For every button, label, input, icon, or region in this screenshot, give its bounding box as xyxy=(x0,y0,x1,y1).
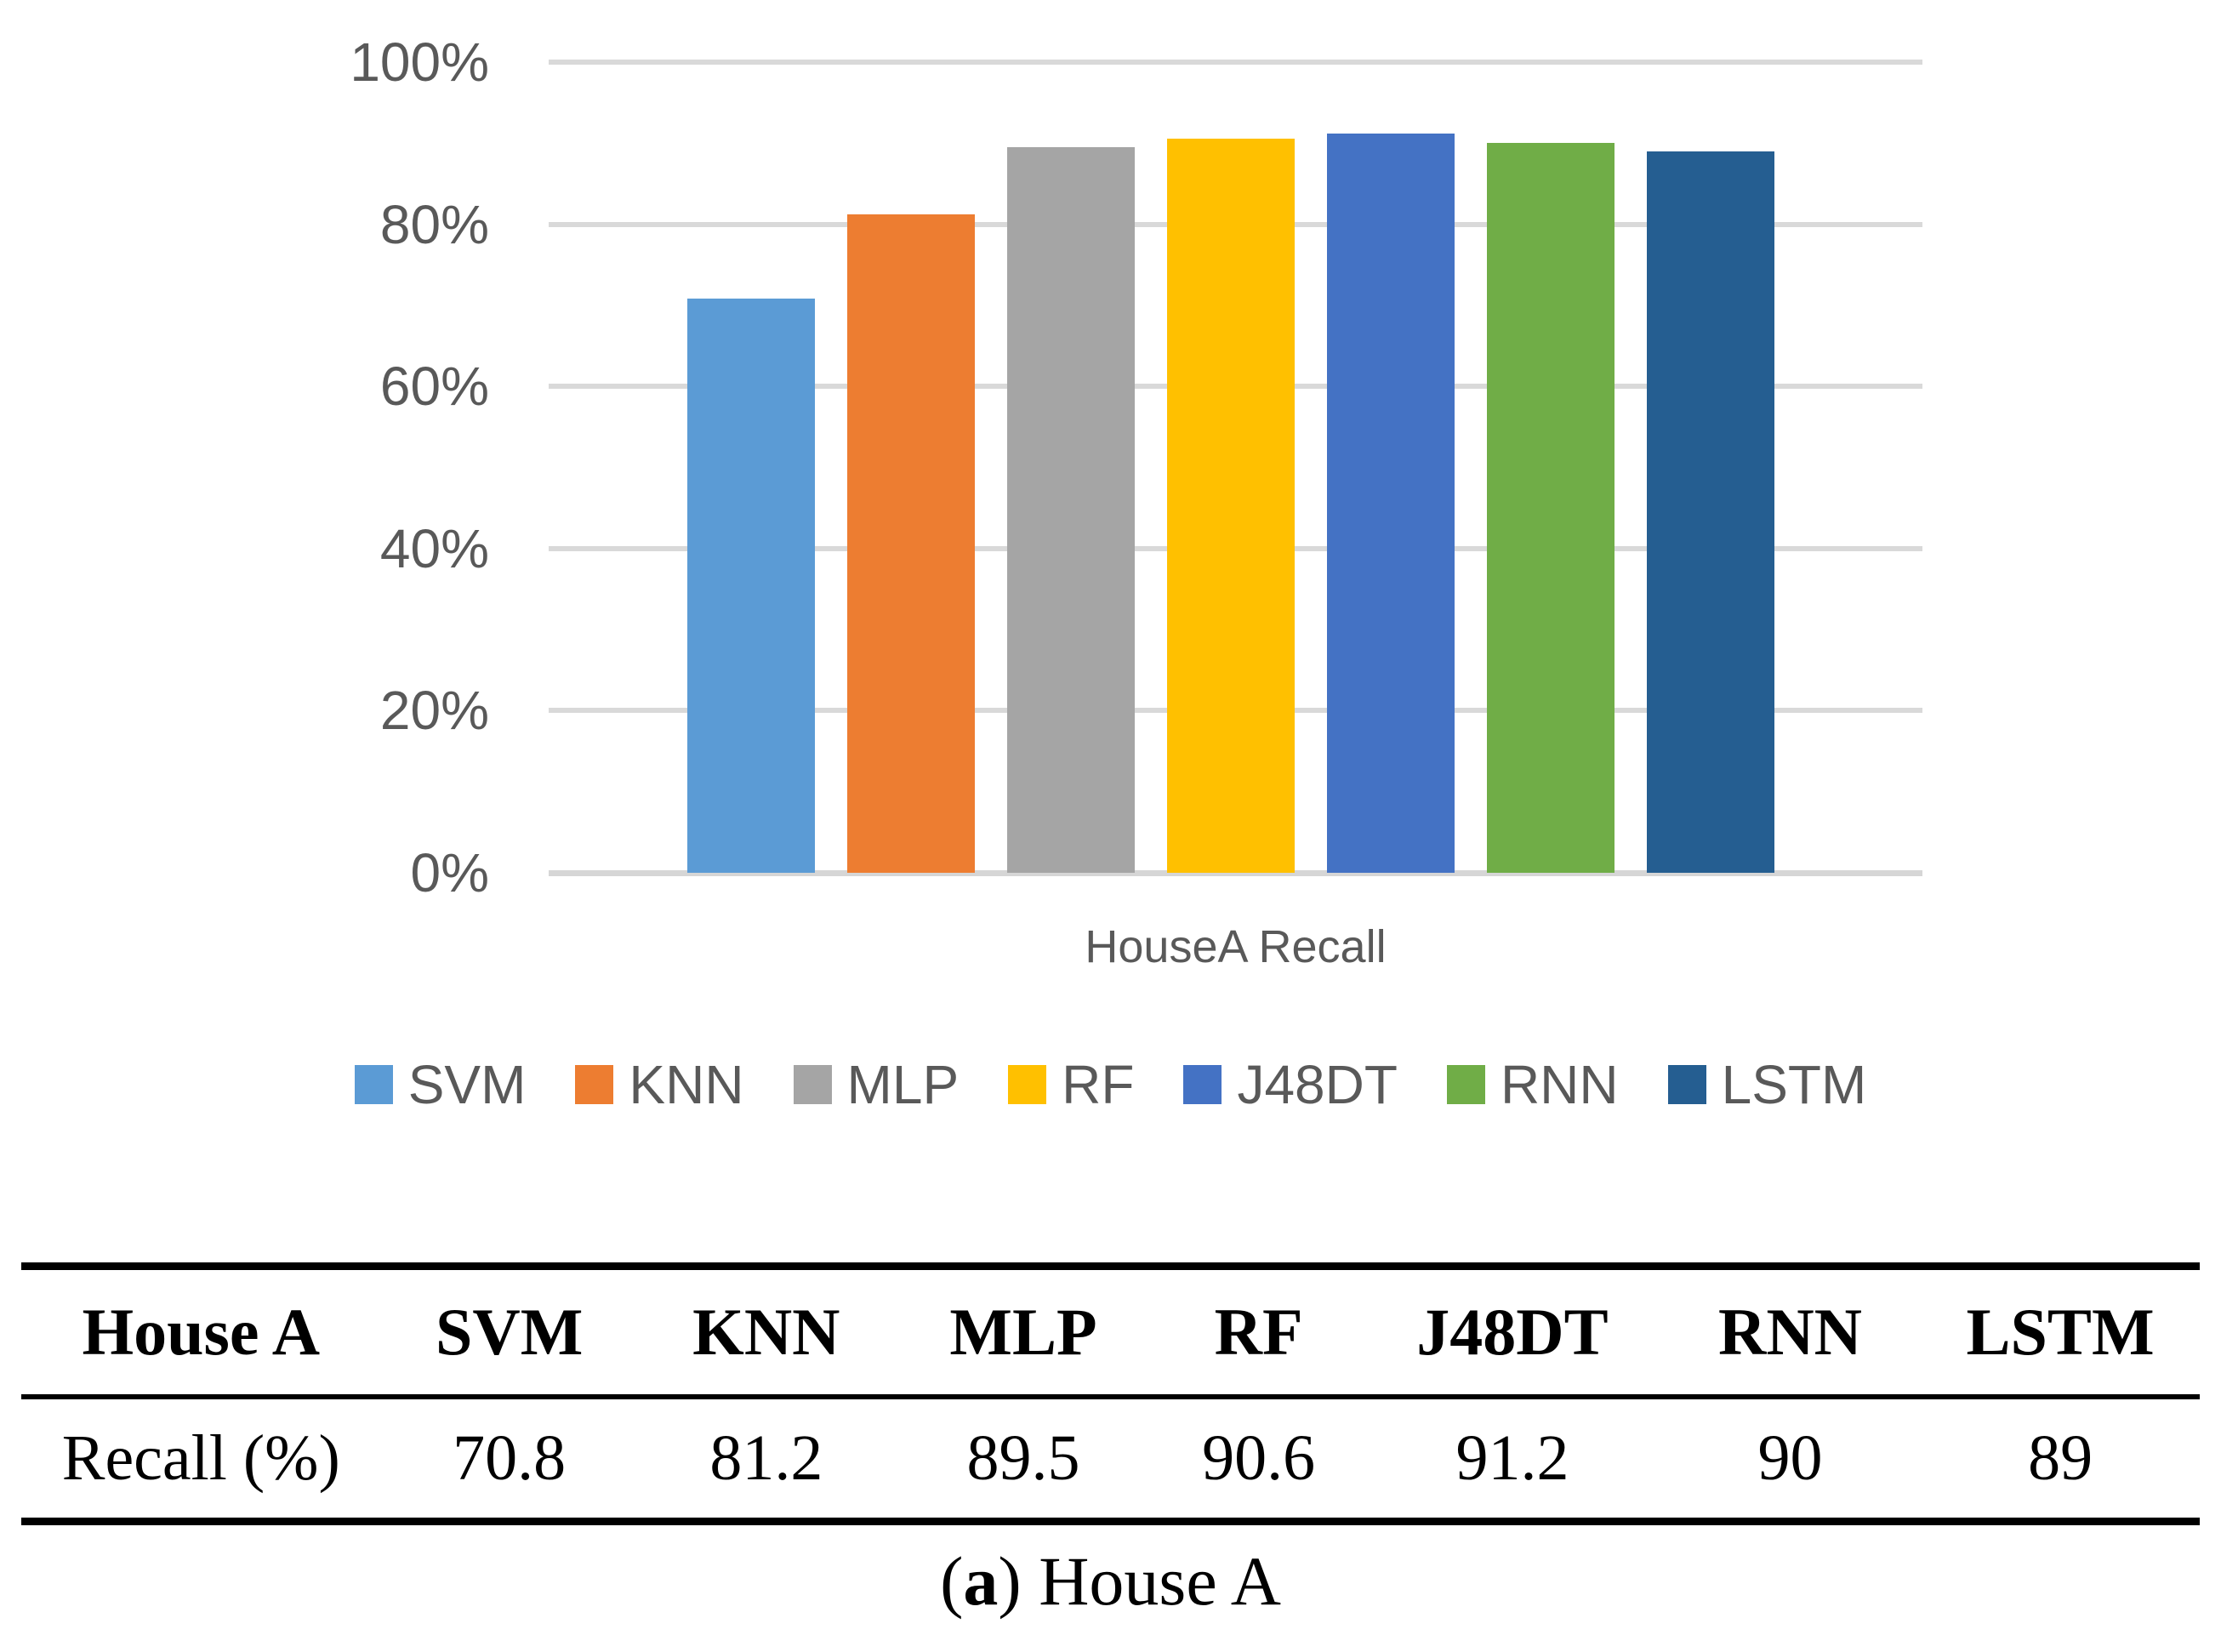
caption-letter: a xyxy=(963,1542,999,1620)
bar-chart: 100% 80% 60% 40% 20% 0% HouseA Recall SVM KNN M… xyxy=(0,31,2221,1116)
table-header-row: House A SVM KNN MLP RF J48DT RNN LSTM xyxy=(21,1267,2200,1397)
table-data-cell: 89.5 xyxy=(966,1422,1080,1494)
bar-knn xyxy=(847,214,975,873)
legend-item-rnn: RNN xyxy=(1446,1053,1619,1116)
table-header-cell: RNN xyxy=(1717,1295,1862,1369)
results-table: House A SVM KNN MLP RF J48DT RNN LSTM Recall (%… xyxy=(21,1262,2200,1525)
legend-swatch-knn xyxy=(575,1065,614,1104)
table-header-cell: RF xyxy=(1214,1295,1303,1369)
bar-rnn xyxy=(1487,143,1614,873)
legend-swatch-rf xyxy=(1008,1065,1047,1104)
table-header-cell: MLP xyxy=(949,1295,1097,1369)
table-data-cell: 90 xyxy=(1757,1422,1823,1494)
legend-swatch-svm xyxy=(354,1065,393,1104)
legend: SVM KNN MLP RF J48DT RNN LSTM xyxy=(0,1053,2221,1116)
legend-label: SVM xyxy=(407,1054,527,1115)
y-axis-tick-label: 100% xyxy=(350,31,489,93)
bar-rf xyxy=(1167,138,1295,873)
y-axis-tick-label: 60% xyxy=(379,356,489,418)
table-row-label-cell: Recall (%) xyxy=(61,1422,340,1494)
y-axis-tick-label: 80% xyxy=(379,193,489,255)
table-data-cell: 91.2 xyxy=(1455,1422,1569,1494)
bar-j48dt xyxy=(1327,133,1455,873)
table-data-cell: 90.6 xyxy=(1202,1422,1316,1494)
figure-caption: (a) House A xyxy=(0,1541,2221,1621)
legend-label: RF xyxy=(1062,1054,1135,1115)
legend-item-knn: KNN xyxy=(575,1053,744,1116)
legend-label: MLP xyxy=(846,1054,960,1115)
y-axis-tick-label: 20% xyxy=(379,680,489,742)
legend-item-svm: SVM xyxy=(354,1053,527,1116)
table-header-cell: KNN xyxy=(692,1295,840,1369)
y-axis-tick-label: 40% xyxy=(379,517,489,579)
legend-item-j48dt: J48DT xyxy=(1183,1053,1398,1116)
legend-item-mlp: MLP xyxy=(793,1053,960,1116)
plot-area xyxy=(549,60,1922,876)
table-header-cell: J48DT xyxy=(1416,1295,1609,1369)
table-data-row: Recall (%) 70.8 81.2 89.5 90.6 91.2 90 89 xyxy=(21,1397,2200,1522)
table-data-cell: 81.2 xyxy=(709,1422,823,1494)
caption-rest: ) House A xyxy=(998,1542,1281,1620)
legend-swatch-j48dt xyxy=(1183,1065,1222,1104)
table-data-cell: 89 xyxy=(2028,1422,2093,1494)
table-body: Recall (%) 70.8 81.2 89.5 90.6 91.2 90 89 xyxy=(21,1397,2200,1522)
table-header-cell: House A xyxy=(82,1295,321,1369)
legend-label: RNN xyxy=(1500,1054,1619,1115)
legend-swatch-rnn xyxy=(1446,1065,1485,1104)
legend-label: J48DT xyxy=(1237,1054,1398,1115)
table-header-cell: SVM xyxy=(435,1295,584,1369)
table-data-cell: 70.8 xyxy=(453,1422,567,1494)
caption-open-paren: ( xyxy=(940,1542,964,1620)
legend-swatch-mlp xyxy=(793,1065,832,1104)
legend-label: LSTM xyxy=(1721,1054,1867,1115)
x-axis-line xyxy=(549,870,1922,876)
table-header-cell: LSTM xyxy=(1966,1295,2155,1369)
bar-mlp xyxy=(1007,147,1135,873)
legend-item-rf: RF xyxy=(1008,1053,1134,1116)
y-axis-tick-label: 0% xyxy=(410,842,490,903)
legend-item-lstm: LSTM xyxy=(1667,1053,1867,1116)
x-axis-label: HouseA Recall xyxy=(1085,921,1387,972)
gridline xyxy=(549,60,1922,65)
legend-swatch-lstm xyxy=(1667,1065,1706,1104)
legend-label: KNN xyxy=(629,1054,744,1115)
bar-lstm xyxy=(1647,151,1774,873)
bar-svm xyxy=(687,299,815,873)
